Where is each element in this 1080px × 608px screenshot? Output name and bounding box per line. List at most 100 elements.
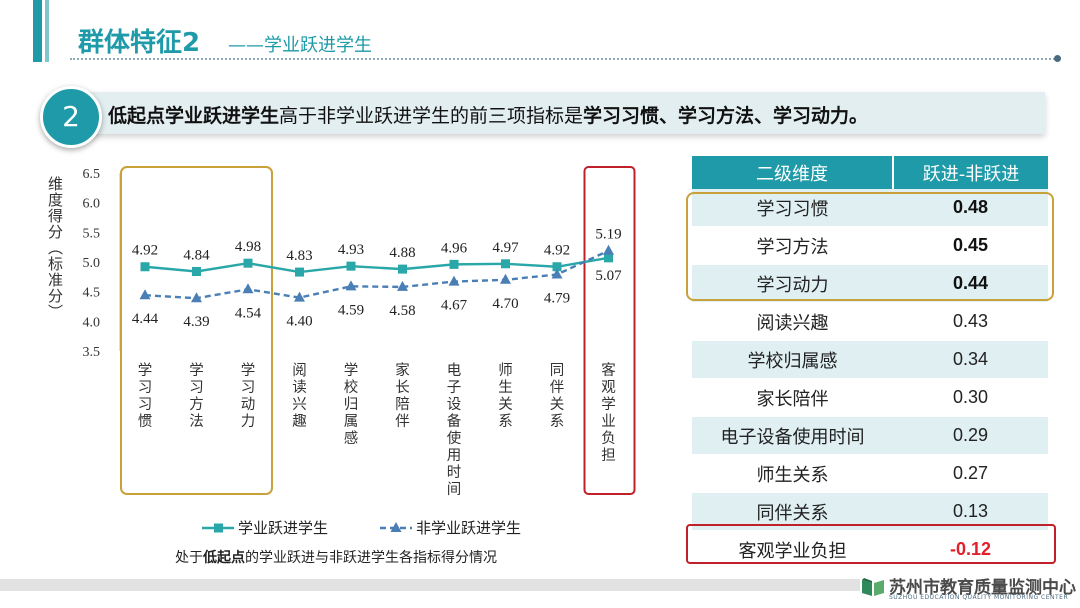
chart-x-tick-label: 客观学业负担 (601, 362, 616, 464)
data-label-leap: 4.93 (338, 242, 364, 258)
data-point-leap (604, 253, 613, 263)
data-label-leap: 4.84 (183, 247, 210, 263)
footer-band (0, 579, 860, 591)
chart-caption-prefix: 处于 (175, 550, 203, 566)
chart-x-tick-label: 学习习惯 (138, 362, 153, 430)
page-subtitle: ——学业跃进学生 (228, 35, 372, 56)
chart-caption-suffix: 的学业跃进与非跃进学生各指标得分情况 (245, 550, 497, 566)
table-row: 学习方法 0.45 (692, 226, 1048, 265)
data-point-leap (501, 259, 510, 269)
table-highlight-negative (686, 524, 1056, 564)
chart-x-tick-label: 师生关系 (498, 362, 513, 430)
table-cell-dimension: 学习方法 (692, 226, 893, 265)
table-cell-difference: 0.34 (893, 340, 1048, 379)
data-label-non-leap: 4.39 (183, 314, 209, 330)
finding-number-badge: 2 (40, 86, 102, 148)
series-line-non-leap (144, 249, 610, 300)
difference-table: 二级维度 跃进-非跃进 学习习惯 0.48 学习方法 0.45 学习动力 0.44 阅读兴趣… (692, 156, 1048, 569)
legend-label-non-leap: 非学业跃进学生 (416, 519, 521, 537)
key-finding-banner (60, 92, 1045, 134)
data-label-leap: 4.92 (544, 243, 570, 259)
chart-x-tick-label: 阅读兴趣 (292, 362, 307, 430)
chart-x-tick-label: 同伴关系 (550, 363, 565, 430)
chart-caption: 处于低起点的学业跃进与非跃进学生各指标得分情况 (175, 547, 497, 567)
key-finding-text: 低起点学业跃进学生高于非学业跃进学生的前三项指标是学习习惯、学习方法、学习动力。 (108, 101, 868, 128)
legend-label-leap: 学业跃进学生 (238, 519, 328, 537)
chart-y-tick-label: 3.5 (83, 345, 101, 360)
data-label-non-leap: 4.54 (235, 305, 262, 321)
data-label-non-leap: 4.79 (544, 290, 570, 306)
data-point-leap (449, 259, 459, 269)
table-cell-dimension: 家长陪伴 (692, 378, 893, 417)
table-cell-dimension: 阅读兴趣 (692, 302, 893, 341)
title-divider (70, 58, 1058, 60)
data-label-non-leap: 4.40 (286, 314, 312, 330)
data-label-non-leap: 4.59 (338, 302, 364, 318)
table-cell-difference: 0.29 (893, 416, 1048, 455)
legend-marker-leap (214, 523, 223, 533)
table-row: 师生关系 0.27 (692, 454, 1048, 493)
data-label-leap: 4.88 (389, 245, 415, 261)
chart-y-tick-label: 5.0 (83, 256, 101, 271)
table-cell-dimension: 学校归属感 (692, 340, 893, 379)
data-point-non-leap (397, 280, 408, 291)
data-point-leap (140, 262, 150, 272)
data-point-non-leap (551, 268, 563, 279)
footer-org-name-en: SUZHOU EDUCATION QUALITY MONITORING CENT… (889, 594, 1069, 601)
table-row: 学习习惯 0.48 (692, 189, 1048, 227)
chart-y-tick-label: 6.0 (83, 197, 101, 212)
legend-marker-non-leap (390, 522, 402, 532)
chart-highlight-burden (583, 166, 636, 495)
data-label-non-leap: 4.67 (441, 298, 468, 314)
data-point-leap (243, 258, 253, 268)
data-label-leap: 4.96 (441, 240, 468, 256)
table-header-row: 二级维度 跃进-非跃进 (692, 156, 1048, 189)
key-finding-bold-subject: 低起点学业跃进学生 (108, 105, 280, 127)
chart-y-axis-label-text: 维度得分（标准分） (46, 176, 64, 320)
line-chart: 6.5 6.0 5.5 5.0 4.5 4.0 3.5 学习习惯 学习方法 学习动力 阅读兴趣 学校归… (83, 166, 636, 537)
table-cell-dimension: 电子设备使用时间 (692, 416, 893, 455)
chart-x-tick-label: 学习动力 (241, 362, 256, 430)
footer-org-name: 苏州市教育质量监测中心 (889, 578, 1076, 598)
chart-x-tick-label: 电子设备使用时间 (447, 362, 462, 498)
data-point-non-leap (448, 275, 460, 286)
data-point-leap (398, 264, 407, 274)
data-label-non-leap: 5.19 (595, 227, 621, 243)
data-point-non-leap (603, 244, 614, 255)
table-cell-difference: 0.45 (893, 226, 1048, 265)
chart-y-tick-label: 6.5 (83, 167, 101, 182)
table-cell-difference: 0.30 (893, 378, 1048, 417)
chart-y-axis-label: 维度得分（标准分） (46, 176, 68, 320)
data-label-leap: 4.92 (132, 243, 158, 259)
book-logo-icon (862, 578, 884, 596)
table-header-dimension: 二级维度 (692, 156, 894, 189)
data-point-non-leap (191, 292, 202, 303)
table-cell-dimension: 学习动力 (692, 264, 893, 303)
table-cell-dimension: 学习习惯 (692, 189, 893, 227)
table-cell-difference: 0.48 (893, 189, 1048, 227)
chart-x-tick-label: 学校归属感 (344, 362, 359, 447)
title-accent-bar-light (45, 0, 49, 62)
data-point-leap (192, 266, 201, 276)
table-row: 学习动力 0.44 (692, 264, 1048, 303)
table-cell-dimension: 师生关系 (692, 454, 893, 493)
data-point-leap (295, 267, 304, 277)
title-divider-end-dot (1054, 55, 1061, 62)
data-point-leap (346, 261, 356, 271)
table-cell-difference: 0.44 (893, 264, 1048, 303)
table-header-difference: 跃进-非跃进 (893, 156, 1048, 189)
table-row: 阅读兴趣 0.43 (692, 302, 1048, 341)
key-finding-middle: 高于非学业跃进学生的前三项指标是 (279, 105, 584, 127)
table-body: 学习习惯 0.48 学习方法 0.45 学习动力 0.44 阅读兴趣 0.43 学校归属感 0.3… (692, 189, 1048, 569)
data-point-non-leap (242, 283, 254, 294)
key-finding-bold-items: 学习习惯、学习方法、学习动力。 (583, 105, 869, 127)
table-cell-difference: 0.27 (893, 454, 1048, 493)
data-point-non-leap (139, 289, 151, 300)
table-row: 家长陪伴 0.30 (692, 378, 1048, 417)
table-row: 学校归属感 0.34 (692, 340, 1048, 379)
chart-y-tick-label: 5.5 (83, 226, 101, 241)
chart-y-tick-label: 4.0 (83, 315, 101, 330)
data-point-non-leap (294, 291, 305, 302)
chart-x-tick-label: 家长陪伴 (395, 362, 410, 430)
chart-y-tick-label: 4.5 (83, 286, 101, 301)
